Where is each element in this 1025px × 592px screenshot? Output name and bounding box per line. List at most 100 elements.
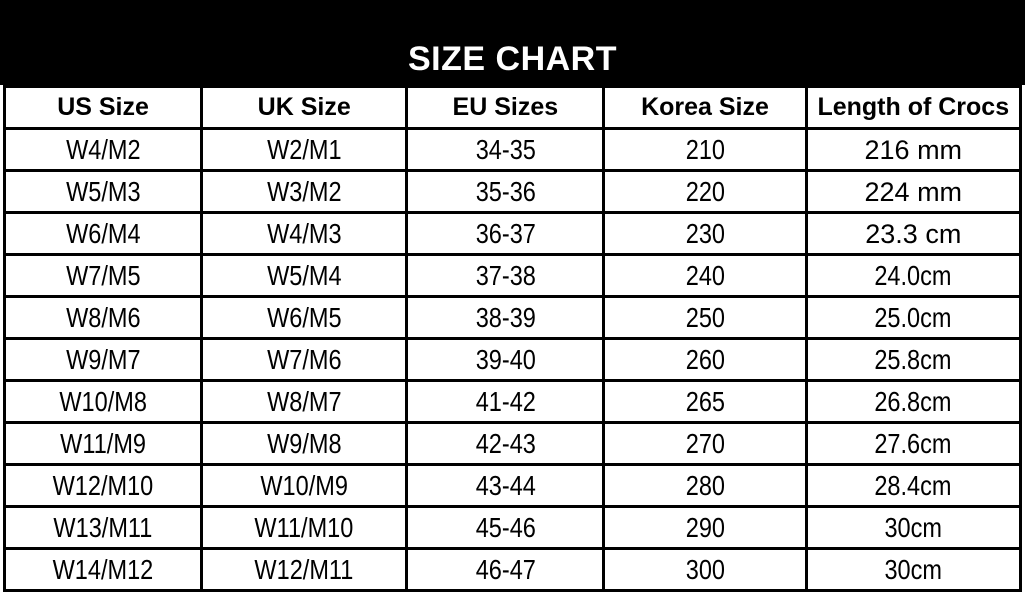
cell-value: W4/M3 <box>266 217 342 249</box>
korea-size-cell: 230 <box>602 211 808 256</box>
korea-size-cell: 250 <box>602 295 808 340</box>
header-row: US Size UK Size EU Sizes Korea Size Leng… <box>2 85 1023 130</box>
cell-value: W8/M6 <box>65 301 141 333</box>
cell-value: W4/M2 <box>65 133 141 165</box>
table-row: W5/M3 W3/M2 35-36 220 224 mm <box>2 169 1023 214</box>
cell-value: 216 mm <box>864 134 963 165</box>
korea-size-cell: 280 <box>602 463 808 508</box>
korea-size-cell: 290 <box>602 505 808 550</box>
cell-value: 36-37 <box>475 217 536 249</box>
uk-size-cell: W9/M8 <box>200 421 409 466</box>
cell-value: W12/M11 <box>254 553 354 585</box>
us-size-cell: W4/M2 <box>2 127 204 172</box>
length-of-crocs-cell: 26.8cm <box>804 379 1023 424</box>
uk-size-cell: W11/M10 <box>200 505 409 550</box>
eu-sizes-cell: 35-36 <box>405 169 606 214</box>
cell-value: 25.8cm <box>874 343 952 375</box>
cell-value: 260 <box>685 343 725 375</box>
uk-size-cell: W8/M7 <box>200 379 409 424</box>
us-size-cell: W9/M7 <box>2 337 204 382</box>
cell-value: W10/M9 <box>260 469 348 501</box>
cell-value: W11/M10 <box>254 511 354 543</box>
korea-size-cell: 270 <box>602 421 808 466</box>
us-size-cell: W12/M10 <box>2 463 204 508</box>
table-row: W4/M2 W2/M1 34-35 210 216 mm <box>2 127 1023 172</box>
eu-sizes-cell: 37-38 <box>405 253 606 298</box>
cell-value: 24.0cm <box>874 259 952 291</box>
cell-value: 41-42 <box>475 385 536 417</box>
korea-size-cell: 220 <box>602 169 808 214</box>
cell-value: W3/M2 <box>266 175 342 207</box>
cell-value: W9/M8 <box>266 427 342 459</box>
cell-value: W10/M8 <box>59 385 147 417</box>
cell-value: W2/M1 <box>266 133 342 165</box>
cell-value: 240 <box>685 259 725 291</box>
cell-value: 45-46 <box>475 511 536 543</box>
cell-value: 270 <box>685 427 725 459</box>
cell-value: 39-40 <box>475 343 536 375</box>
cell-value: 43-44 <box>475 469 536 501</box>
table-row: W12/M10 W10/M9 43-44 280 28.4cm <box>2 463 1023 508</box>
eu-sizes-cell: 38-39 <box>405 295 606 340</box>
us-size-cell: W8/M6 <box>2 295 204 340</box>
length-of-crocs-cell: 27.6cm <box>804 421 1023 466</box>
table-row: W8/M6 W6/M5 38-39 250 25.0cm <box>2 295 1023 340</box>
eu-sizes-cell: 36-37 <box>405 211 606 256</box>
cell-value: 28.4cm <box>874 469 952 501</box>
length-of-crocs-cell: 224 mm <box>804 169 1023 214</box>
cell-value: W14/M12 <box>52 553 154 585</box>
uk-size-cell: W10/M9 <box>200 463 409 508</box>
korea-size-cell: 260 <box>602 337 808 382</box>
length-of-crocs-cell: 30cm <box>804 547 1023 592</box>
cell-value: W13/M11 <box>53 511 153 543</box>
cell-value: 280 <box>685 469 725 501</box>
cell-value: 290 <box>685 511 725 543</box>
eu-sizes-cell: 41-42 <box>405 379 606 424</box>
cell-value: 30cm <box>884 511 943 543</box>
cell-value: 42-43 <box>475 427 536 459</box>
table-row: W9/M7 W7/M6 39-40 260 25.8cm <box>2 337 1023 382</box>
length-of-crocs-cell: 23.3 cm <box>804 211 1023 256</box>
cell-value: 224 mm <box>864 176 963 207</box>
length-of-crocs-cell: 24.0cm <box>804 253 1023 298</box>
korea-size-cell: 265 <box>602 379 808 424</box>
uk-size-cell: W6/M5 <box>200 295 409 340</box>
cell-value: 300 <box>685 553 725 585</box>
cell-value: W6/M5 <box>266 301 342 333</box>
cell-value: W7/M5 <box>65 259 141 291</box>
size-chart-title: SIZE CHART <box>408 40 617 78</box>
column-header-length-of-crocs: Length of Crocs <box>804 85 1023 130</box>
korea-size-cell: 240 <box>602 253 808 298</box>
cell-value: 220 <box>685 175 725 207</box>
us-size-cell: W11/M9 <box>2 421 204 466</box>
cell-value: W5/M4 <box>266 259 342 291</box>
cell-value: W11/M9 <box>60 427 146 459</box>
table-row: W7/M5 W5/M4 37-38 240 24.0cm <box>2 253 1023 298</box>
table-row: W14/M12 W12/M11 46-47 300 30cm <box>2 547 1023 592</box>
cell-value: 34-35 <box>475 133 536 165</box>
us-size-cell: W6/M4 <box>2 211 204 256</box>
cell-value: 25.0cm <box>874 301 952 333</box>
cell-value: W12/M10 <box>52 469 154 501</box>
cell-value: 38-39 <box>475 301 536 333</box>
cell-value: W8/M7 <box>266 385 342 417</box>
eu-sizes-cell: 43-44 <box>405 463 606 508</box>
table-row: W11/M9 W9/M8 42-43 270 27.6cm <box>2 421 1023 466</box>
cell-value: W7/M6 <box>266 343 342 375</box>
uk-size-cell: W7/M6 <box>200 337 409 382</box>
length-of-crocs-cell: 216 mm <box>804 127 1023 172</box>
korea-size-cell: 210 <box>602 127 808 172</box>
size-chart-table: US Size UK Size EU Sizes Korea Size Leng… <box>2 85 1023 592</box>
table-row: W10/M8 W8/M7 41-42 265 26.8cm <box>2 379 1023 424</box>
cell-value: 35-36 <box>475 175 536 207</box>
uk-size-cell: W4/M3 <box>200 211 409 256</box>
uk-size-cell: W12/M11 <box>200 547 409 592</box>
cell-value: 230 <box>685 217 725 249</box>
cell-value: W5/M3 <box>65 175 141 207</box>
eu-sizes-cell: 42-43 <box>405 421 606 466</box>
table-row: W13/M11 W11/M10 45-46 290 30cm <box>2 505 1023 550</box>
uk-size-cell: W3/M2 <box>200 169 409 214</box>
cell-value: 27.6cm <box>874 427 952 459</box>
cell-value: 250 <box>685 301 725 333</box>
